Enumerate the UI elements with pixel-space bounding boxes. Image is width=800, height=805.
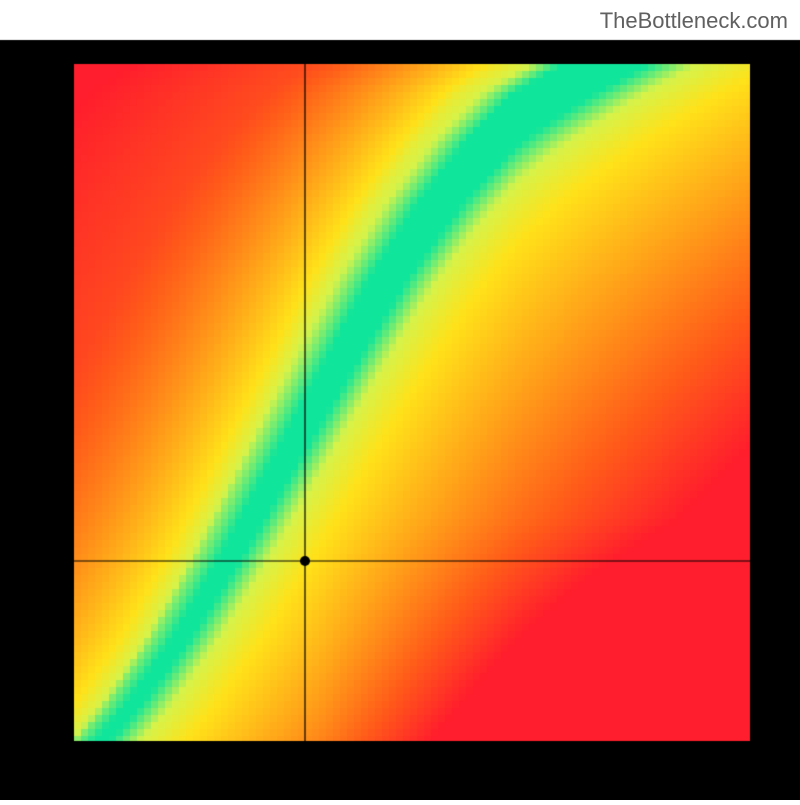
watermark-text: TheBottleneck.com: [600, 8, 788, 34]
bottleneck-heatmap: [0, 0, 800, 800]
